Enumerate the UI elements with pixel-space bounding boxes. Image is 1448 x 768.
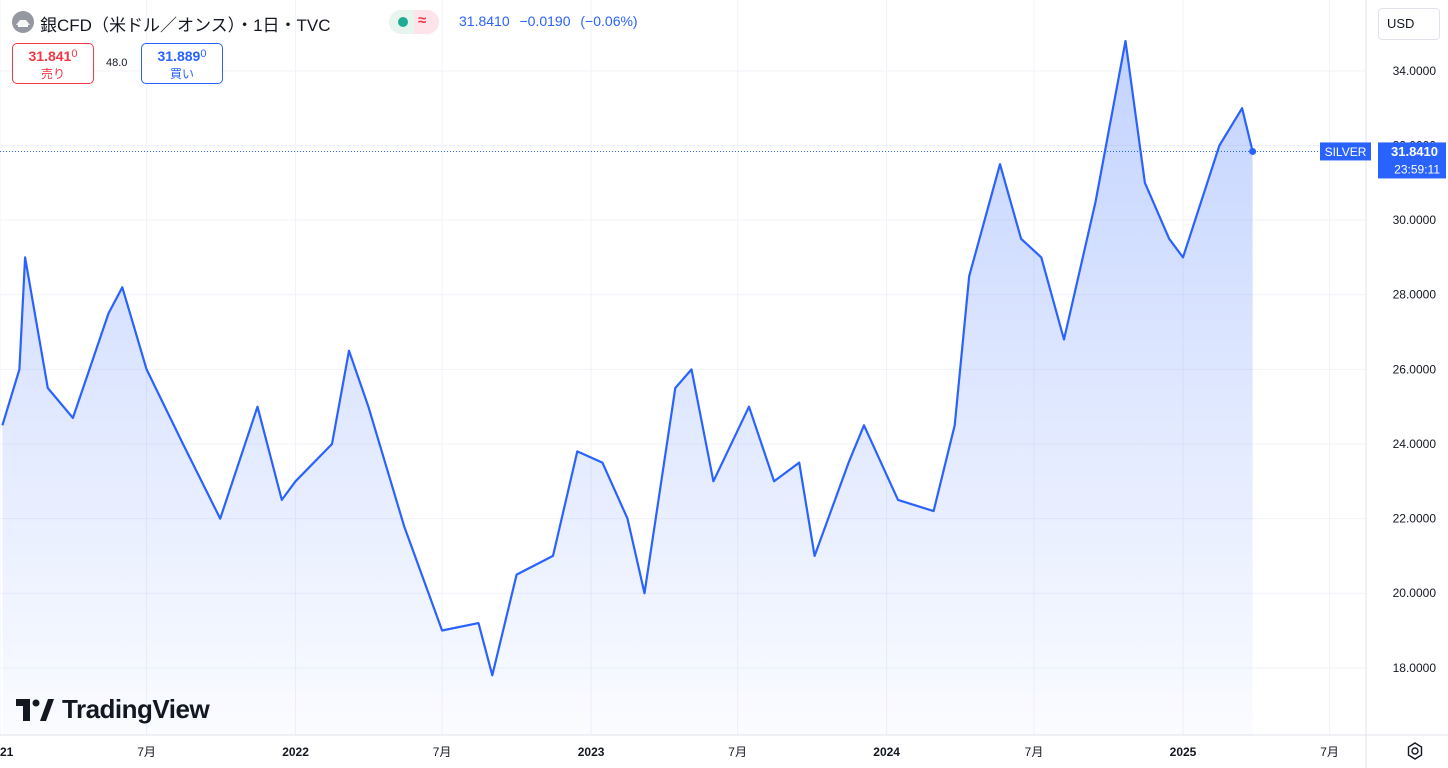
x-tick-label: 2021	[0, 745, 14, 759]
x-tick-label: 2022	[282, 745, 309, 759]
symbol-logo-icon	[12, 11, 34, 33]
buy-button[interactable]: 31.8890 買い	[141, 43, 223, 84]
last-price-tag	[1378, 142, 1446, 179]
tradingview-logo[interactable]: TradingView	[16, 694, 210, 725]
y-tick-label: 28.0000	[1393, 288, 1437, 302]
price-change-percent: (−0.06%)	[580, 13, 638, 29]
buy-price: 31.889	[157, 48, 201, 64]
x-tick-label: 2025	[1170, 745, 1197, 759]
sell-button[interactable]: 31.8410 売り	[12, 43, 94, 84]
y-tick-label: 20.0000	[1393, 586, 1437, 600]
buy-label: 買い	[169, 67, 194, 81]
brand-name: TradingView	[62, 694, 210, 724]
last-price: 31.8410	[459, 13, 510, 29]
y-tick-label: 22.0000	[1393, 512, 1437, 526]
series-name-text: SILVER	[1325, 145, 1367, 159]
settings-icon[interactable]	[1404, 740, 1426, 762]
market-status-pill[interactable]: ≈	[389, 10, 439, 34]
x-tick-label: 7月	[433, 745, 452, 759]
buy-price-small: 0	[200, 48, 207, 60]
x-tick-label: 2024	[873, 745, 900, 759]
y-tick-label: 34.0000	[1393, 64, 1437, 78]
spread-value: 48.0	[106, 57, 128, 69]
series-name-tag	[1320, 142, 1371, 161]
sell-price-small: 0	[71, 48, 78, 60]
last-price-text: 31.8410	[1391, 144, 1438, 159]
x-tick-label: 7月	[137, 745, 156, 759]
delayed-wave-icon: ≈	[418, 12, 427, 29]
y-tick-label: 30.0000	[1393, 213, 1437, 227]
sell-price: 31.841	[28, 48, 72, 64]
x-tick-label: 7月	[1320, 745, 1339, 759]
quote-readout: 31.8410 −0.0190 (−0.06%)	[459, 13, 644, 29]
price-change: −0.0190	[519, 13, 571, 29]
countdown-text: 23:59:11	[1394, 162, 1440, 176]
x-tick-label: 2023	[578, 745, 605, 759]
y-tick-label: 18.0000	[1393, 661, 1437, 675]
y-tick-label: 24.0000	[1393, 437, 1437, 451]
symbol-title[interactable]: 銀CFD（米ドル／オンス）・1日・TVC	[40, 16, 331, 35]
y-tick-label: 26.0000	[1393, 362, 1437, 376]
series-area	[2, 41, 1253, 735]
sell-label: 売り	[40, 67, 65, 81]
x-tick-label: 7月	[1025, 745, 1044, 759]
currency-button[interactable]: USD	[1378, 8, 1440, 40]
tradingview-logo-icon	[16, 698, 54, 721]
x-tick-label: 7月	[728, 745, 747, 759]
market-open-dot-icon	[398, 17, 408, 27]
last-price-marker	[1249, 147, 1257, 155]
